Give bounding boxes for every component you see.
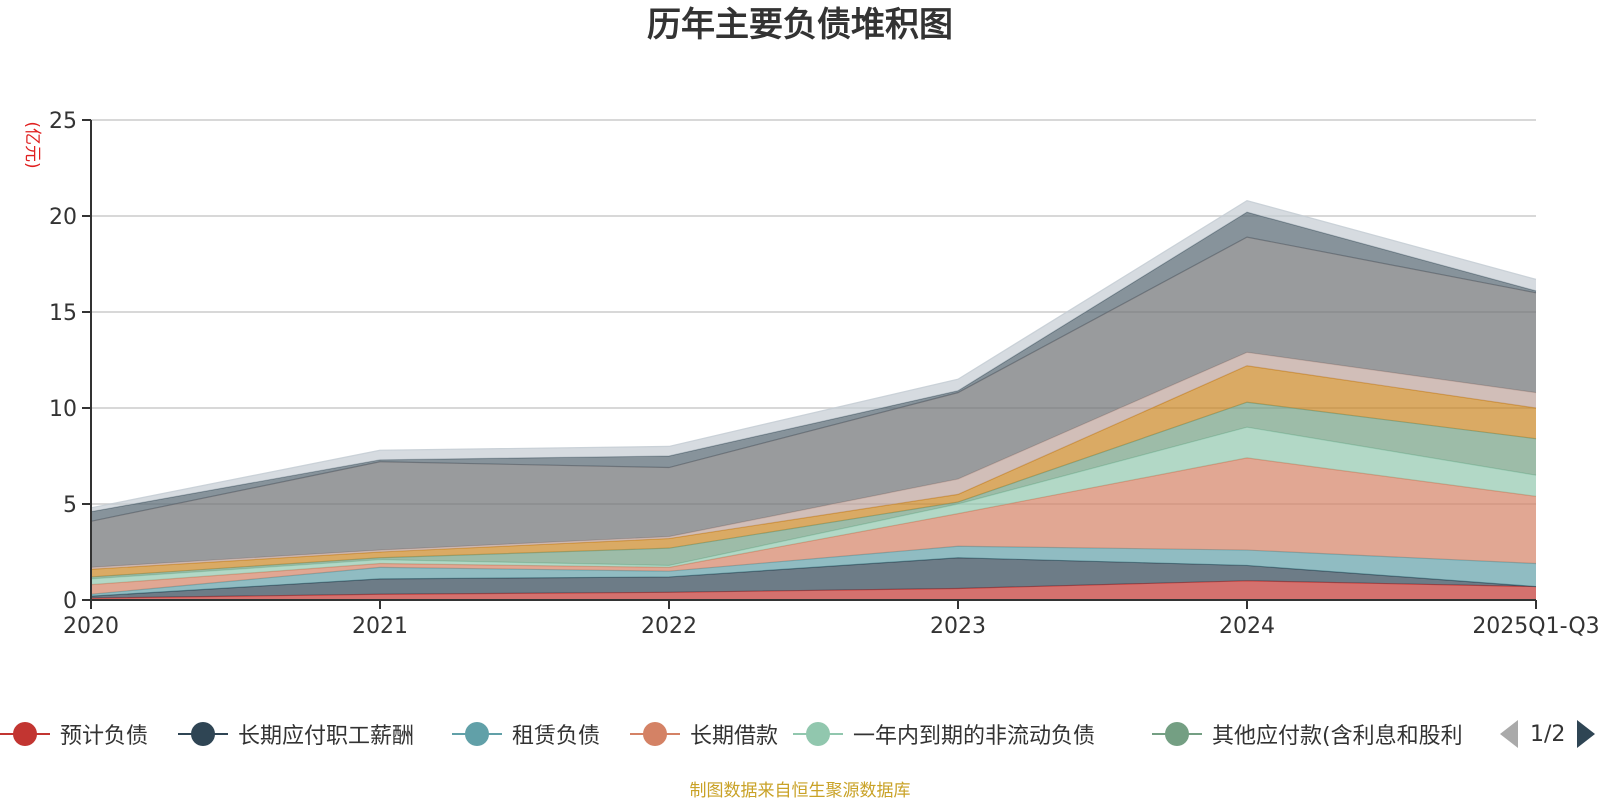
y-axis-label: (亿元) (22, 121, 42, 168)
legend-marker-icon (793, 722, 843, 746)
legend-page-indicator: 1/2 (1530, 721, 1566, 747)
area-3[interactable] (91, 457, 1536, 595)
legend-label: 其他应付款(含利息和股利 (1212, 724, 1463, 749)
y-ticks: 0 5 10 15 20 25 (49, 109, 91, 614)
area-4[interactable] (91, 427, 1536, 585)
legend-label: 一年内到期的非流动负债 (853, 724, 1096, 749)
legend-marker-icon (178, 722, 228, 746)
legend-item[interactable]: 长期借款 (630, 712, 778, 756)
legend-item[interactable]: 一年内到期的非流动负债 (793, 712, 1095, 756)
source-note: 制图数据来自恒生聚源数据库 (689, 781, 911, 801)
area-edge-0 (90, 580, 1537, 599)
x-tick-label: 2025Q1-Q3 (1472, 614, 1599, 639)
axes (90, 120, 1536, 601)
x-tick-label: 2023 (930, 614, 986, 639)
x-ticks: 2020 2021 2022 2023 2024 2025Q1-Q3 (63, 600, 1600, 639)
x-tick-label: 2022 (641, 614, 697, 639)
legend-item[interactable]: 长期应付职工薪酬 (178, 712, 414, 756)
legend-marker-icon (452, 722, 502, 746)
y-tick-label: 20 (49, 205, 77, 230)
legend-item[interactable]: 租赁负债 (452, 712, 600, 756)
legend: 预计负债 长期应付职工薪酬 租赁负债 长期借款 一年内到期的非流动负债 其他应付款(含利息… (0, 712, 1600, 756)
area-1[interactable] (91, 557, 1536, 599)
legend-item[interactable]: 预计负债 (0, 712, 148, 756)
chart-svg: 0 5 10 15 20 25 2020 2021 2022 2023 2024 2025Q1-Q3… (22, 109, 1600, 639)
legend-label: 长期应付职工薪酬 (238, 724, 415, 749)
area-edge-10 (90, 199, 1537, 509)
legend-label: 预计负债 (60, 724, 149, 749)
area-10[interactable] (91, 200, 1536, 512)
y-tick-label: 15 (49, 301, 77, 326)
legend-marker-icon (1152, 722, 1202, 746)
legend-next-page-icon[interactable] (1577, 720, 1596, 748)
y-tick-label: 0 (63, 589, 77, 614)
x-tick-label: 2020 (63, 614, 119, 639)
area-6[interactable] (91, 365, 1536, 577)
x-tick-label: 2021 (352, 614, 408, 639)
area-5[interactable] (91, 402, 1536, 579)
area-series (90, 199, 1537, 600)
legend-label: 长期借款 (690, 724, 779, 749)
legend-label: 租赁负债 (512, 724, 601, 749)
y-tick-label: 5 (63, 493, 77, 518)
legend-marker-icon (0, 722, 50, 746)
area-8[interactable] (91, 237, 1536, 568)
x-tick-label: 2024 (1219, 614, 1275, 639)
area-9[interactable] (91, 212, 1536, 522)
area-7[interactable] (91, 352, 1536, 570)
y-tick-label: 10 (49, 397, 77, 422)
chart-title: 历年主要负债堆积图 (647, 5, 953, 45)
area-2[interactable] (91, 546, 1536, 597)
legend-marker-icon (630, 722, 680, 746)
legend-pager: 1/2 (1500, 712, 1596, 756)
legend-item[interactable]: 其他应付款(含利息和股利 (1152, 712, 1463, 756)
y-tick-label: 25 (49, 109, 77, 134)
legend-prev-page-icon[interactable] (1500, 720, 1518, 748)
area-edge-5 (90, 401, 1537, 578)
